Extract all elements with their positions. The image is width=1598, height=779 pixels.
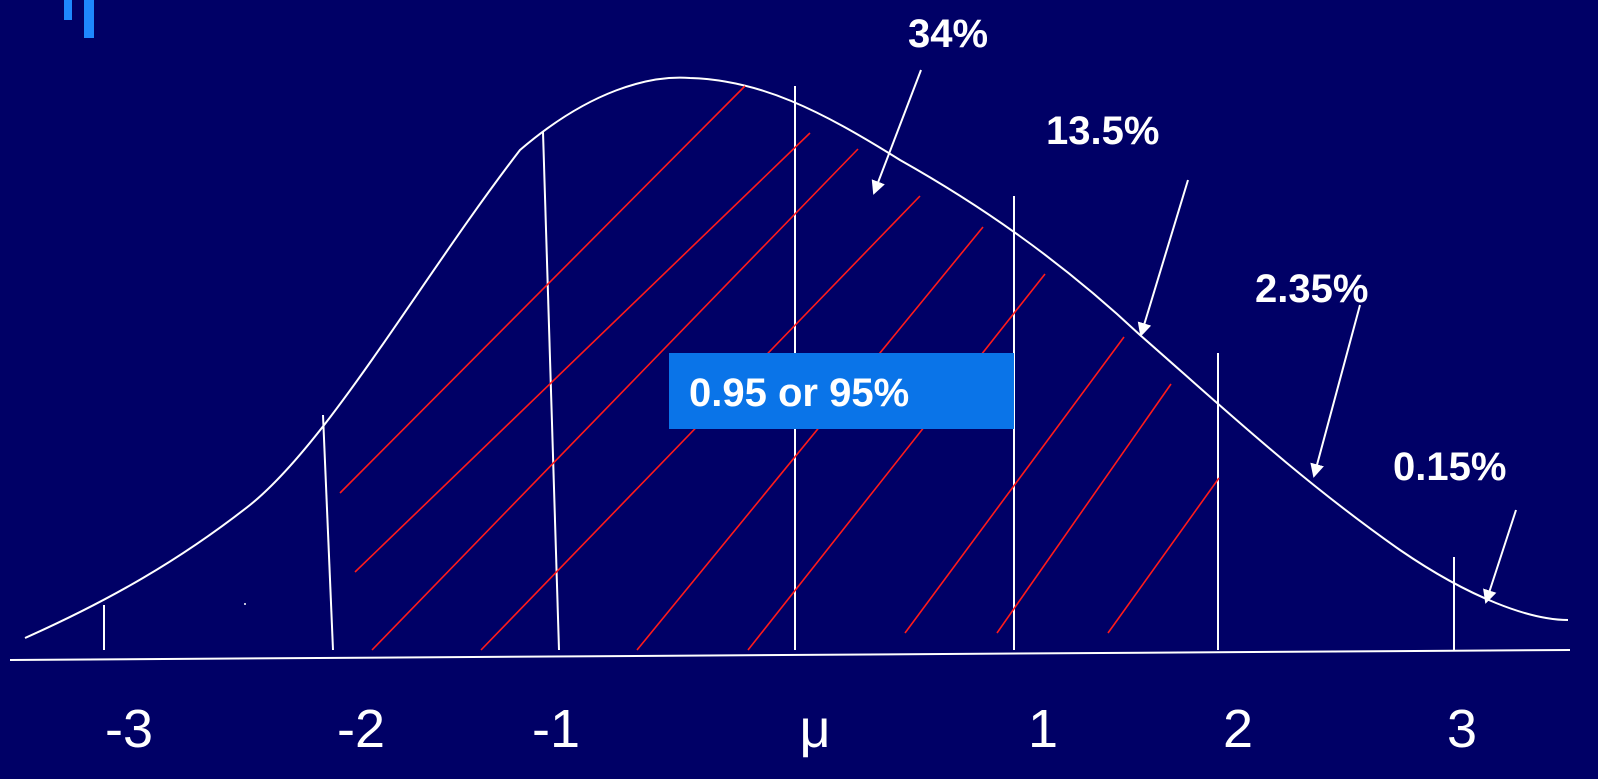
x-axis-line	[9, 649, 1571, 661]
axis-label-plus-1: 1	[1027, 699, 1059, 759]
callout-95-box: 0.95 or 95%	[669, 353, 1014, 429]
line-minus-1	[542, 131, 560, 651]
hatch-line	[339, 85, 746, 494]
axis-label-minus-1: -1	[531, 699, 581, 759]
hatch-line	[354, 132, 811, 573]
hatch-line	[1107, 477, 1220, 634]
slide-bullet-icon	[64, 0, 98, 38]
hatch-95-region	[339, 85, 1220, 651]
label-13-5-percent: 13.5%	[1046, 109, 1160, 153]
axis-label-mu: μ	[799, 699, 831, 759]
arrow-0-15	[1483, 509, 1517, 604]
hatch-line	[371, 148, 859, 651]
hatch-line	[747, 273, 1046, 651]
hatch-line	[996, 383, 1172, 634]
arrow-13-5	[1137, 179, 1189, 337]
label-2-35-percent: 2.35%	[1255, 267, 1369, 311]
axis-label-minus-3: -3	[104, 699, 154, 759]
hatch-line	[904, 336, 1125, 634]
axis-label-minus-2: -2	[336, 699, 386, 759]
line-minus-2	[322, 414, 334, 651]
arrow-2-35	[1310, 304, 1361, 478]
stray-dot	[244, 603, 246, 605]
axis-label-plus-2: 2	[1222, 699, 1254, 759]
callout-95-text: 0.95 or 95%	[689, 371, 910, 415]
axis-label-plus-3: 3	[1446, 699, 1478, 759]
arrow-34	[871, 69, 922, 195]
label-0-15-percent: 0.15%	[1393, 445, 1507, 489]
hatch-line	[636, 226, 984, 651]
label-34-percent: 34%	[908, 12, 989, 56]
arrows	[871, 69, 1517, 604]
bell-curve	[24, 76, 1569, 639]
